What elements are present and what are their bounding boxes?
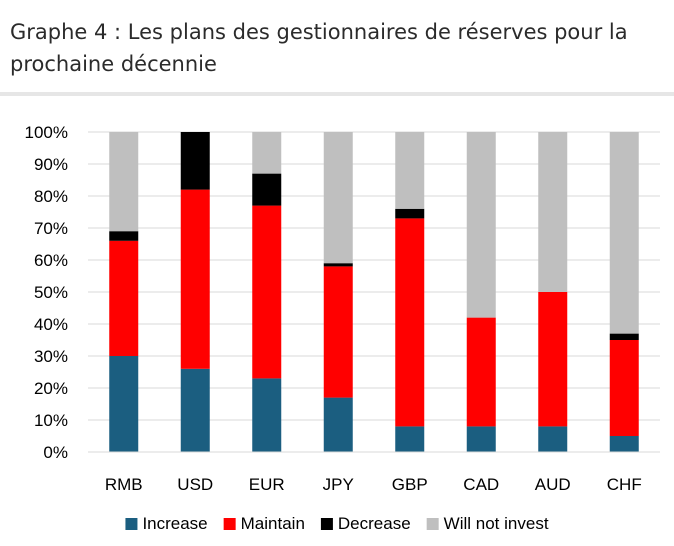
legend-item: Will not invest xyxy=(426,514,549,533)
bar-segment-increase xyxy=(252,378,282,452)
y-tick-label: 100% xyxy=(25,123,68,142)
bar-segment-will-not-invest xyxy=(395,132,425,209)
bar-segment-increase xyxy=(180,368,210,452)
x-axis: RMB USD EUR JPY GBP CAD AUD CHF xyxy=(88,451,660,494)
x-tick-label: RMB xyxy=(105,475,143,494)
x-tick-label: AUD xyxy=(535,475,571,494)
x-tick-label: CAD xyxy=(463,475,499,494)
bar-segment-maintain xyxy=(109,240,139,356)
bar-segment-decrease xyxy=(180,132,210,190)
bars xyxy=(109,132,639,452)
y-tick-label: 80% xyxy=(34,187,68,206)
bar-segment-increase xyxy=(395,426,425,452)
bar-segment-will-not-invest xyxy=(609,132,639,334)
bar-segment-maintain xyxy=(609,340,639,436)
legend-label: Maintain xyxy=(241,514,305,533)
bar-segment-decrease xyxy=(109,231,139,241)
bar-segment-maintain xyxy=(395,218,425,427)
legend-swatch xyxy=(223,518,236,530)
chart-heading: Graphe 4 : Les plans des gestionnaires d… xyxy=(10,20,628,76)
bar-segment-increase xyxy=(538,426,568,452)
bar-segment-increase xyxy=(323,397,353,452)
bar-segment-maintain xyxy=(538,292,568,427)
bar-segment-will-not-invest xyxy=(109,132,139,232)
legend-swatch xyxy=(426,518,439,530)
legend-label: Increase xyxy=(142,514,207,533)
y-tick-label: 60% xyxy=(34,251,68,270)
gridlines xyxy=(88,131,660,453)
legend-item: Maintain xyxy=(223,514,305,533)
x-tick-label: USD xyxy=(177,475,213,494)
x-tick-label: GBP xyxy=(392,475,428,494)
y-tick-label: 10% xyxy=(34,411,68,430)
bar-segment-maintain xyxy=(466,317,496,427)
bar-segment-decrease xyxy=(609,333,639,340)
bar-segment-decrease xyxy=(395,208,425,219)
bar-segment-increase xyxy=(466,426,496,452)
y-tick-label: 50% xyxy=(34,283,68,302)
legend-label: Decrease xyxy=(338,514,411,533)
bar-segment-maintain xyxy=(180,189,210,369)
bar-segment-will-not-invest xyxy=(323,132,353,264)
bar-segment-maintain xyxy=(252,205,282,379)
bar-segment-increase xyxy=(609,436,639,452)
bar-segment-decrease xyxy=(252,173,282,206)
y-tick-label: 0% xyxy=(43,443,68,462)
bar-segment-will-not-invest xyxy=(538,132,568,292)
x-tick-label: EUR xyxy=(249,475,285,494)
y-tick-label: 40% xyxy=(34,315,68,334)
bar-segment-decrease xyxy=(323,263,353,267)
x-tick-label: JPY xyxy=(323,475,354,494)
legend: Increase Maintain Decrease Will not invest xyxy=(125,514,549,533)
y-tick-label: 20% xyxy=(34,379,68,398)
legend-swatch xyxy=(320,518,333,530)
y-tick-label: 30% xyxy=(34,347,68,366)
legend-swatch xyxy=(125,518,138,530)
heading-divider xyxy=(0,92,674,96)
bar-segment-maintain xyxy=(323,266,353,398)
y-tick-label: 90% xyxy=(34,155,68,174)
y-axis: 0% 10% 20% 30% 40% 50% 60% 70% 80% 90% 100% xyxy=(25,123,68,462)
bar-segment-will-not-invest xyxy=(466,132,496,318)
y-tick-label: 70% xyxy=(34,219,68,238)
bar-segment-will-not-invest xyxy=(252,132,282,174)
legend-item: Decrease xyxy=(320,514,411,533)
legend-item: Increase xyxy=(125,514,208,533)
bar-segment-increase xyxy=(109,356,139,452)
x-tick-label: CHF xyxy=(607,475,642,494)
legend-label: Will not invest xyxy=(444,514,549,533)
